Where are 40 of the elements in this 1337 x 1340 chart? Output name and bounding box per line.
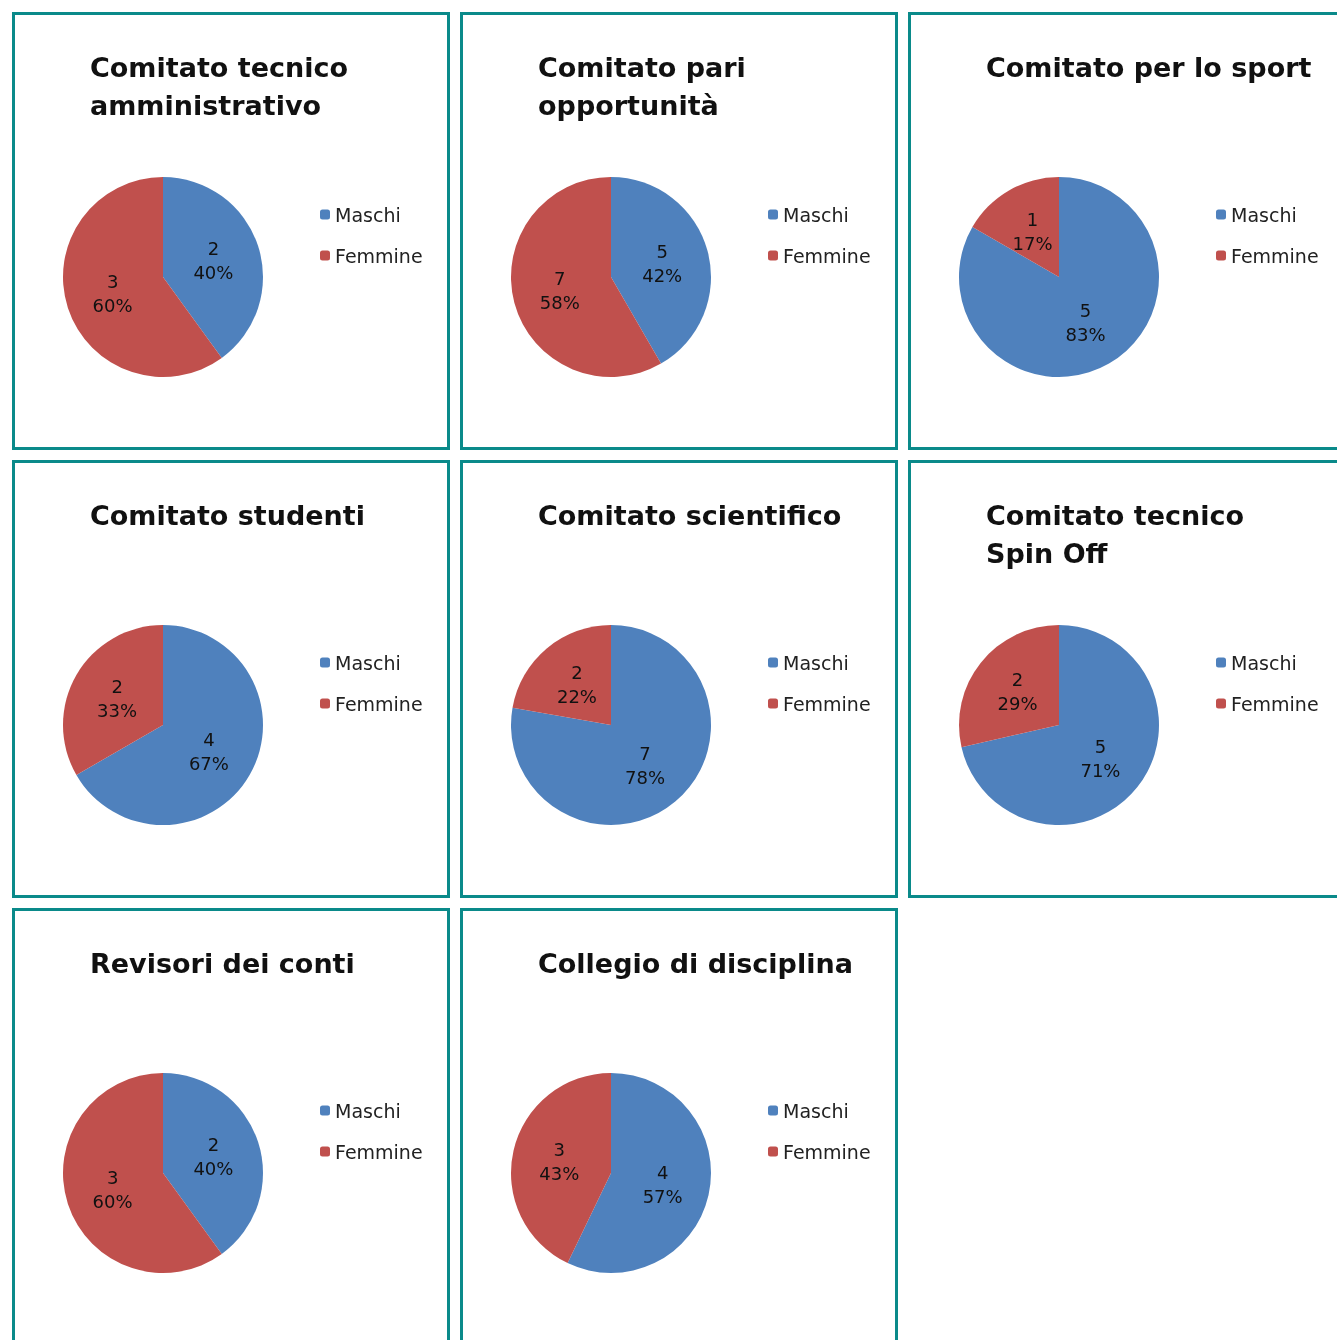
legend-label: Maschi — [335, 1099, 401, 1122]
legend-label: Femmine — [1231, 692, 1319, 715]
data-label: 2 33% — [97, 676, 138, 721]
data-label: 3 43% — [539, 1138, 580, 1184]
legend-label: Femmine — [335, 244, 423, 267]
data-label: 3 60% — [92, 1166, 133, 1212]
data-label: 5 83% — [1065, 300, 1106, 346]
data-label: 7 58% — [539, 268, 580, 314]
data-label: 5 42% — [642, 240, 683, 286]
legend-label: Maschi — [1231, 203, 1297, 226]
chart-title: Revisori dei conti — [90, 947, 355, 979]
legend-label: Maschi — [783, 1099, 849, 1122]
chart-title: Comitato scientifico — [538, 499, 842, 531]
chart-title: Comitato studenti — [90, 499, 365, 531]
legend-label: Maschi — [1231, 651, 1297, 674]
legend-label: Maschi — [335, 651, 401, 674]
legend-label: Maschi — [783, 203, 849, 226]
legend-label: Femmine — [335, 1140, 423, 1163]
chart-title: Collegio di disciplina — [538, 947, 853, 979]
data-label: 4 67% — [188, 729, 229, 774]
chart-title: Comitato pari opportunità — [538, 51, 756, 121]
data-label: 2 29% — [997, 669, 1038, 715]
data-label: 7 78% — [625, 743, 666, 789]
legend-label: Femmine — [783, 1140, 871, 1163]
data-label: 4 57% — [642, 1162, 683, 1208]
data-label: 5 71% — [1080, 735, 1121, 781]
chart-title: Comitato tecnico amministrativo — [90, 51, 358, 121]
data-label: 1 17% — [1012, 208, 1053, 254]
chart-title: Comitato per lo sport — [986, 51, 1312, 83]
legend-label: Maschi — [783, 651, 849, 674]
data-label: 2 40% — [193, 238, 234, 284]
legend-label: Femmine — [783, 692, 871, 715]
data-label: 2 22% — [556, 661, 597, 707]
legend-label: Maschi — [335, 203, 401, 226]
legend-label: Femmine — [783, 244, 871, 267]
legend-label: Femmine — [335, 692, 423, 715]
data-label: 2 40% — [193, 1134, 234, 1180]
legend-label: Femmine — [1231, 244, 1319, 267]
chart-title: Comitato tecnico Spin Off — [986, 499, 1254, 569]
data-label: 3 60% — [92, 270, 133, 316]
